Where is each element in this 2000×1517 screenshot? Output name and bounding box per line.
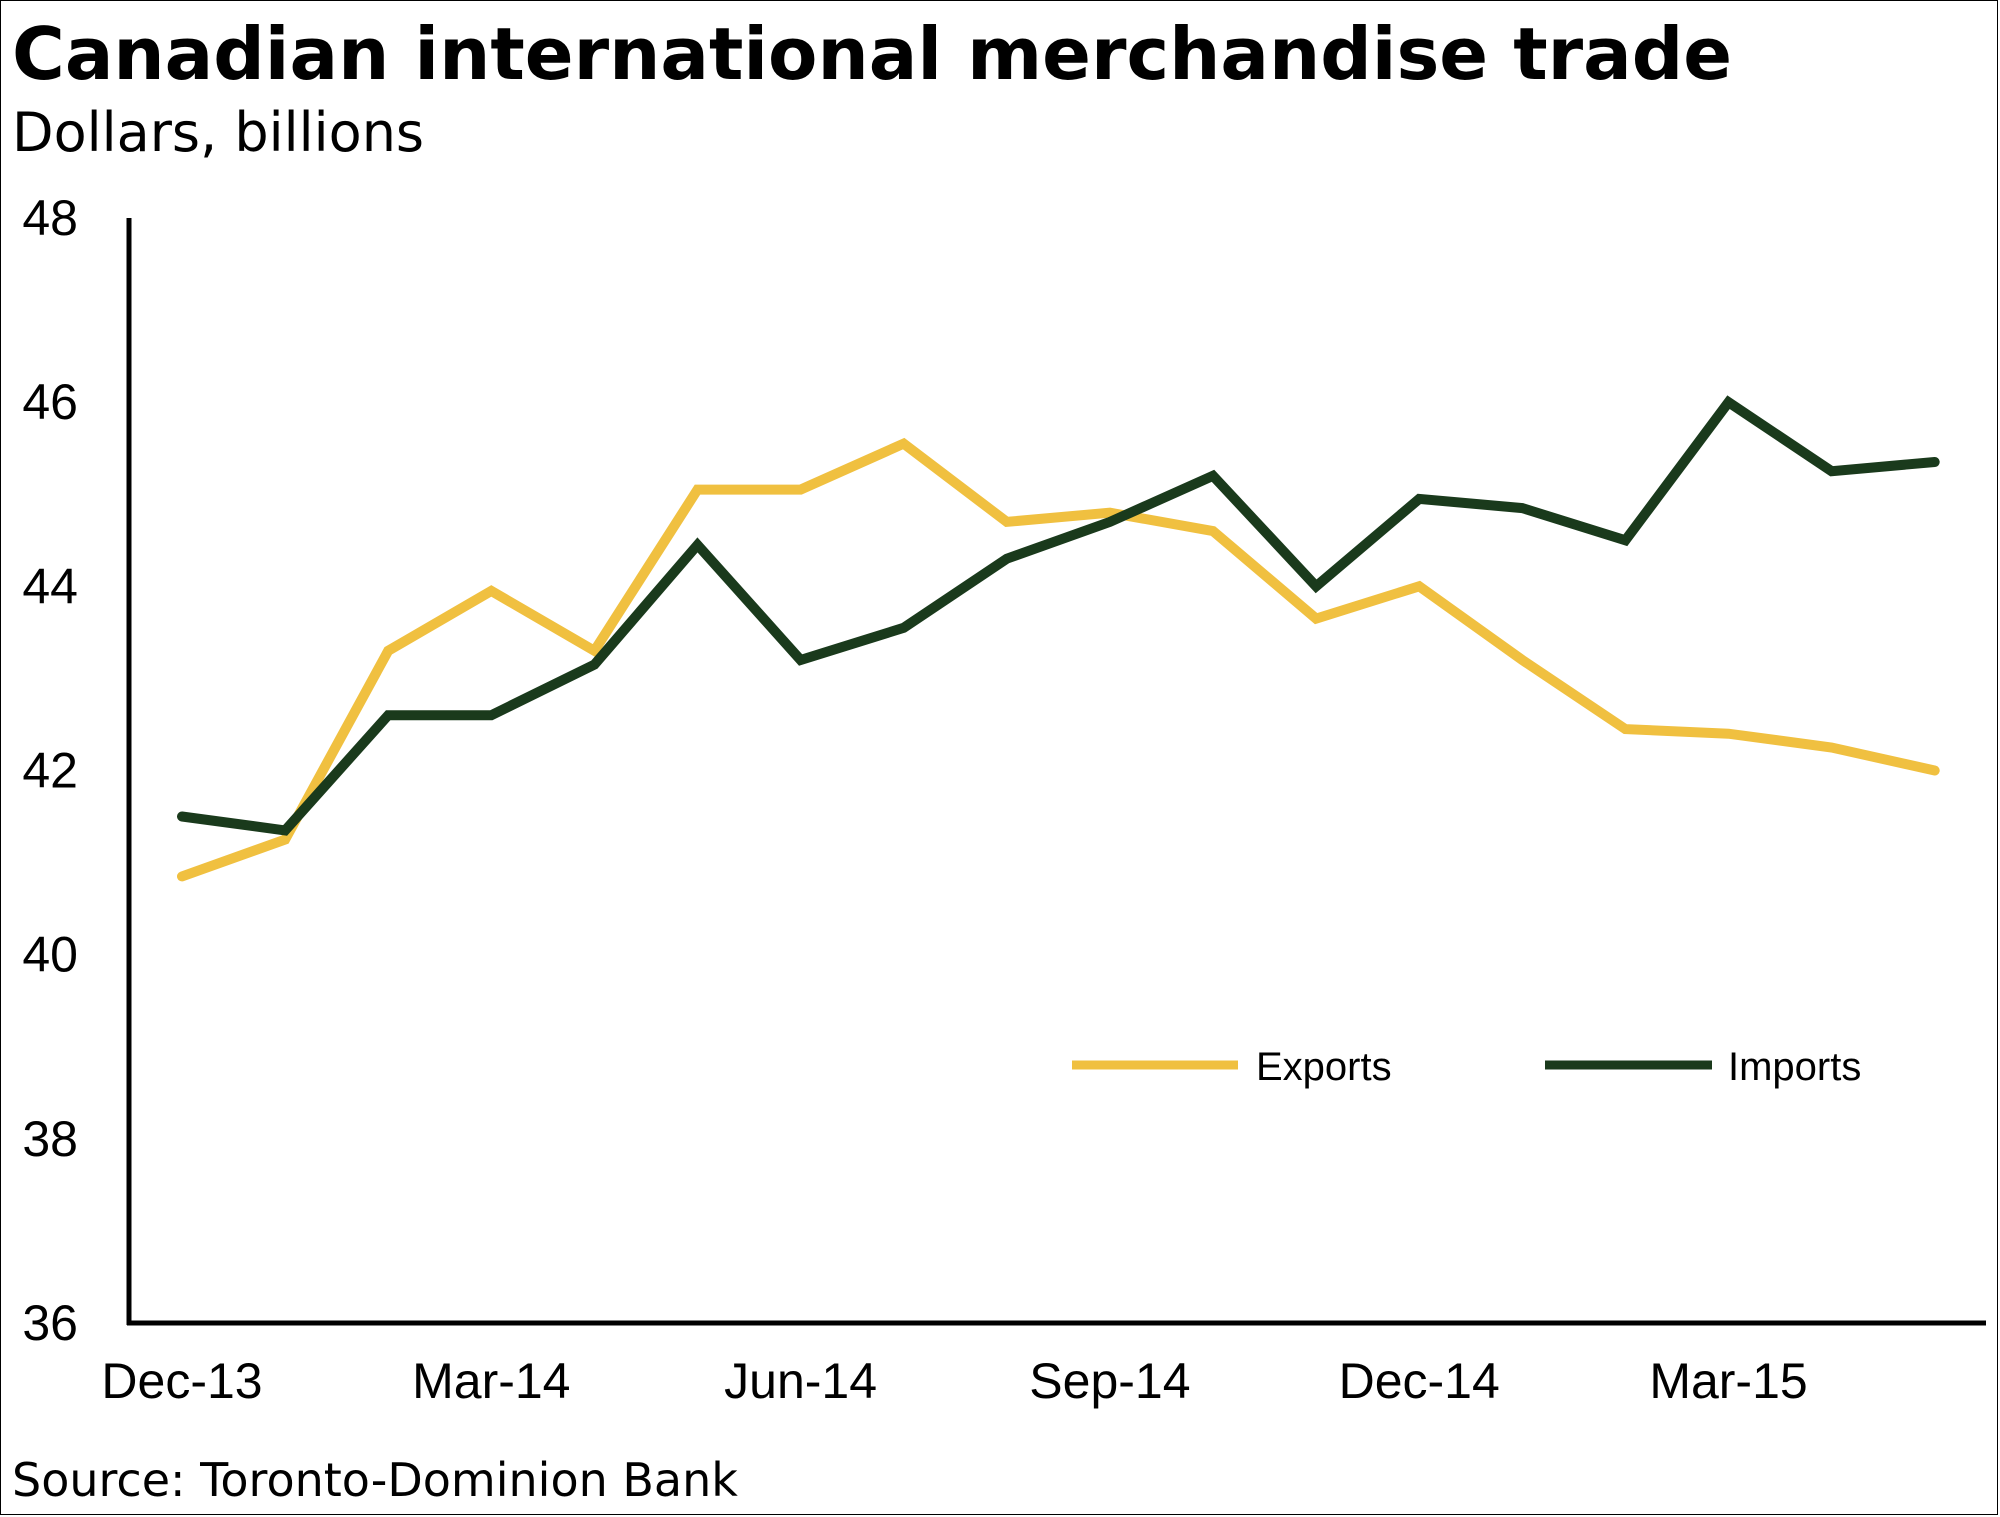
x-tick-label: Sep-14 bbox=[1029, 1353, 1190, 1409]
y-tick-label: 38 bbox=[22, 1111, 78, 1167]
legend-label-exports: Exports bbox=[1256, 1045, 1392, 1089]
y-axis-ticks: 36 38 40 42 44 46 48 bbox=[22, 190, 78, 1351]
series-line-exports bbox=[177, 437, 1940, 882]
x-tick-label: Mar-15 bbox=[1649, 1353, 1807, 1409]
y-tick-label: 36 bbox=[22, 1295, 78, 1351]
x-axis-ticks: Dec-13 Mar-14 Jun-14 Sep-14 Dec-14 Mar-15 bbox=[101, 1353, 1807, 1409]
chart-subtitle: Dollars, billions bbox=[12, 101, 425, 164]
x-tick-label: Dec-13 bbox=[101, 1353, 262, 1409]
series-line-imports bbox=[177, 395, 1940, 836]
x-tick-label: Dec-14 bbox=[1339, 1353, 1500, 1409]
legend-label-imports: Imports bbox=[1728, 1045, 1861, 1089]
y-tick-label: 48 bbox=[22, 190, 78, 246]
source-note: Source: Toronto-Dominion Bank bbox=[12, 1453, 738, 1507]
y-tick-label: 46 bbox=[22, 374, 78, 430]
legend: Exports Imports bbox=[1072, 1045, 1861, 1089]
x-tick-label: Mar-14 bbox=[412, 1353, 570, 1409]
x-tick-label: Jun-14 bbox=[724, 1353, 877, 1409]
axes bbox=[126, 218, 1986, 1326]
series-lines bbox=[177, 395, 1940, 882]
chart-title: Canadian international merchandise trade bbox=[12, 12, 1733, 96]
y-tick-label: 44 bbox=[22, 558, 78, 614]
y-tick-label: 42 bbox=[22, 743, 78, 799]
y-tick-label: 40 bbox=[22, 927, 78, 983]
